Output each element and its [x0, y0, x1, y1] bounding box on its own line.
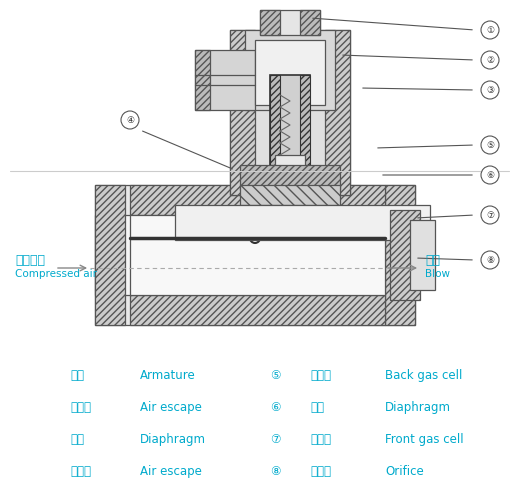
Bar	[100, 255, 410, 310]
Bar	[390, 210, 420, 300]
Bar	[195, 50, 210, 110]
Bar	[260, 10, 280, 35]
Text: Air escape: Air escape	[140, 465, 202, 478]
Text: Compressed air: Compressed air	[15, 269, 97, 279]
Bar	[325, 30, 350, 195]
Bar	[240, 185, 340, 205]
Bar	[100, 210, 410, 255]
Bar	[260, 10, 320, 35]
Bar	[130, 215, 385, 295]
Text: ⑤: ⑤	[486, 141, 494, 150]
Text: ⑤: ⑤	[270, 368, 280, 382]
Bar	[175, 205, 430, 240]
Bar	[300, 75, 310, 165]
Bar	[95, 255, 415, 325]
Bar	[95, 185, 415, 255]
Text: ④: ④	[126, 115, 134, 125]
Bar	[275, 155, 305, 190]
Text: 放气孔: 放气孔	[70, 401, 91, 414]
Circle shape	[481, 21, 499, 39]
Text: ②: ②	[486, 56, 494, 65]
Bar	[270, 75, 310, 165]
Text: 节流孔: 节流孔	[310, 465, 331, 478]
Text: 压缩空气: 压缩空气	[15, 253, 45, 266]
Text: 喷吹: 喷吹	[425, 253, 440, 266]
Circle shape	[481, 81, 499, 99]
Bar	[385, 185, 415, 325]
Text: ⑧: ⑧	[486, 255, 494, 264]
Bar	[130, 185, 385, 215]
Text: ⑦: ⑦	[270, 432, 280, 445]
Bar	[255, 40, 325, 105]
Circle shape	[481, 136, 499, 154]
Text: ⑧: ⑧	[270, 465, 280, 478]
Bar	[230, 30, 350, 195]
Text: ③: ③	[486, 85, 494, 94]
Text: Front gas cell: Front gas cell	[385, 432, 463, 445]
Bar	[245, 30, 335, 110]
Text: Back gas cell: Back gas cell	[385, 368, 462, 382]
Text: Armature: Armature	[140, 368, 196, 382]
Circle shape	[481, 166, 499, 184]
Bar	[240, 165, 340, 190]
Bar	[270, 75, 280, 165]
Text: 膜片: 膜片	[70, 432, 84, 445]
Text: Blow: Blow	[425, 269, 450, 279]
Bar	[195, 50, 255, 110]
Text: 前气室: 前气室	[310, 432, 331, 445]
Circle shape	[481, 51, 499, 69]
Text: Orifice: Orifice	[385, 465, 424, 478]
Bar	[300, 10, 320, 35]
Bar	[95, 185, 125, 325]
Text: Diaphragm: Diaphragm	[140, 432, 206, 445]
Text: 膜片: 膜片	[310, 401, 324, 414]
Text: 后气室: 后气室	[310, 368, 331, 382]
Bar	[95, 215, 415, 295]
Circle shape	[250, 233, 260, 243]
Bar	[130, 295, 385, 325]
Text: Air escape: Air escape	[140, 401, 202, 414]
Circle shape	[121, 111, 139, 129]
Circle shape	[481, 251, 499, 269]
Text: ⑥: ⑥	[486, 170, 494, 179]
Text: ①: ①	[486, 25, 494, 34]
Text: Diaphragm: Diaphragm	[385, 401, 451, 414]
Bar	[410, 220, 435, 290]
Circle shape	[481, 206, 499, 224]
Text: 放气孔: 放气孔	[70, 465, 91, 478]
Text: ⑦: ⑦	[486, 211, 494, 220]
Bar	[230, 30, 255, 195]
Text: 衔铁: 衔铁	[70, 368, 84, 382]
Text: ⑥: ⑥	[270, 401, 280, 414]
